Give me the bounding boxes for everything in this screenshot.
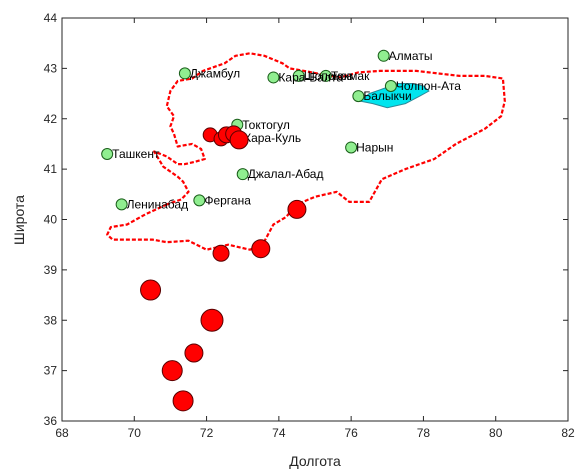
city-label: Фергана — [204, 193, 251, 207]
city-marker — [319, 69, 332, 82]
y-tick-label: 43 — [44, 61, 58, 75]
city-marker — [267, 71, 280, 84]
city-marker — [101, 148, 114, 161]
city-label: Кара-Куль — [244, 131, 301, 145]
city-label: Ташкент — [112, 147, 160, 161]
x-axis-ticks: 68 70 72 74 76 78 80 82 — [55, 18, 575, 440]
y-tick-label: 37 — [44, 364, 58, 378]
city-label: Токтогул — [242, 118, 290, 132]
earthquake-marker — [172, 390, 194, 412]
x-tick-label: 70 — [128, 426, 142, 440]
earthquake-marker — [161, 360, 183, 382]
earthquake-markers — [140, 125, 307, 412]
city-label: Нарын — [356, 140, 393, 154]
earthquake-marker — [287, 199, 307, 219]
y-tick-label: 38 — [44, 313, 58, 327]
earthquake-marker — [200, 308, 224, 332]
y-tick-label: 40 — [44, 213, 58, 227]
city-marker — [292, 69, 305, 82]
x-tick-label: 68 — [55, 426, 69, 440]
y-axis-ticks: 36 37 38 39 40 41 42 43 44 — [44, 11, 568, 428]
y-tick-label: 36 — [44, 414, 58, 428]
x-tick-label: 82 — [561, 426, 575, 440]
x-tick-label: 80 — [489, 426, 503, 440]
x-tick-label: 72 — [200, 426, 214, 440]
y-tick-label: 44 — [44, 11, 58, 25]
city-marker — [345, 141, 358, 154]
lake-layer — [359, 83, 430, 109]
country-border — [106, 52, 506, 251]
y-tick-label: 41 — [44, 162, 58, 176]
city-marker — [115, 198, 128, 211]
city-marker — [384, 80, 397, 93]
city-label: Токмак — [331, 69, 370, 83]
y-tick-label: 42 — [44, 112, 58, 126]
city-marker — [236, 168, 249, 181]
y-tick-label: 39 — [44, 263, 58, 277]
earthquake-marker — [229, 130, 249, 150]
earthquake-marker — [140, 279, 162, 301]
city-label: Джамбул — [190, 66, 240, 80]
border-layer — [106, 52, 506, 251]
x-tick-label: 76 — [344, 426, 358, 440]
x-tick-label: 78 — [417, 426, 431, 440]
city-marker — [377, 49, 390, 62]
earthquake-marker — [184, 343, 204, 363]
y-axis-label: Широта — [11, 195, 27, 245]
city-label: Шопоков — [304, 69, 353, 83]
city-label: Кара-Балта — [278, 70, 343, 84]
lake-issyk-kul — [359, 83, 430, 109]
x-axis-label: Долгота — [289, 453, 341, 469]
city-label: Алматы — [389, 49, 433, 63]
city-marker — [178, 67, 191, 80]
city-label: Чолпон-Ата — [396, 79, 461, 93]
city-label: Ленинабад — [127, 197, 188, 211]
city-marker — [193, 194, 206, 207]
city-marker — [352, 90, 365, 103]
city-label: Балыкчи — [363, 89, 411, 103]
city-label: Джалал-Абад — [248, 167, 324, 181]
plot-background — [62, 18, 568, 421]
x-tick-label: 74 — [272, 426, 286, 440]
earthquake-marker — [251, 239, 271, 259]
earthquake-marker — [212, 244, 230, 262]
